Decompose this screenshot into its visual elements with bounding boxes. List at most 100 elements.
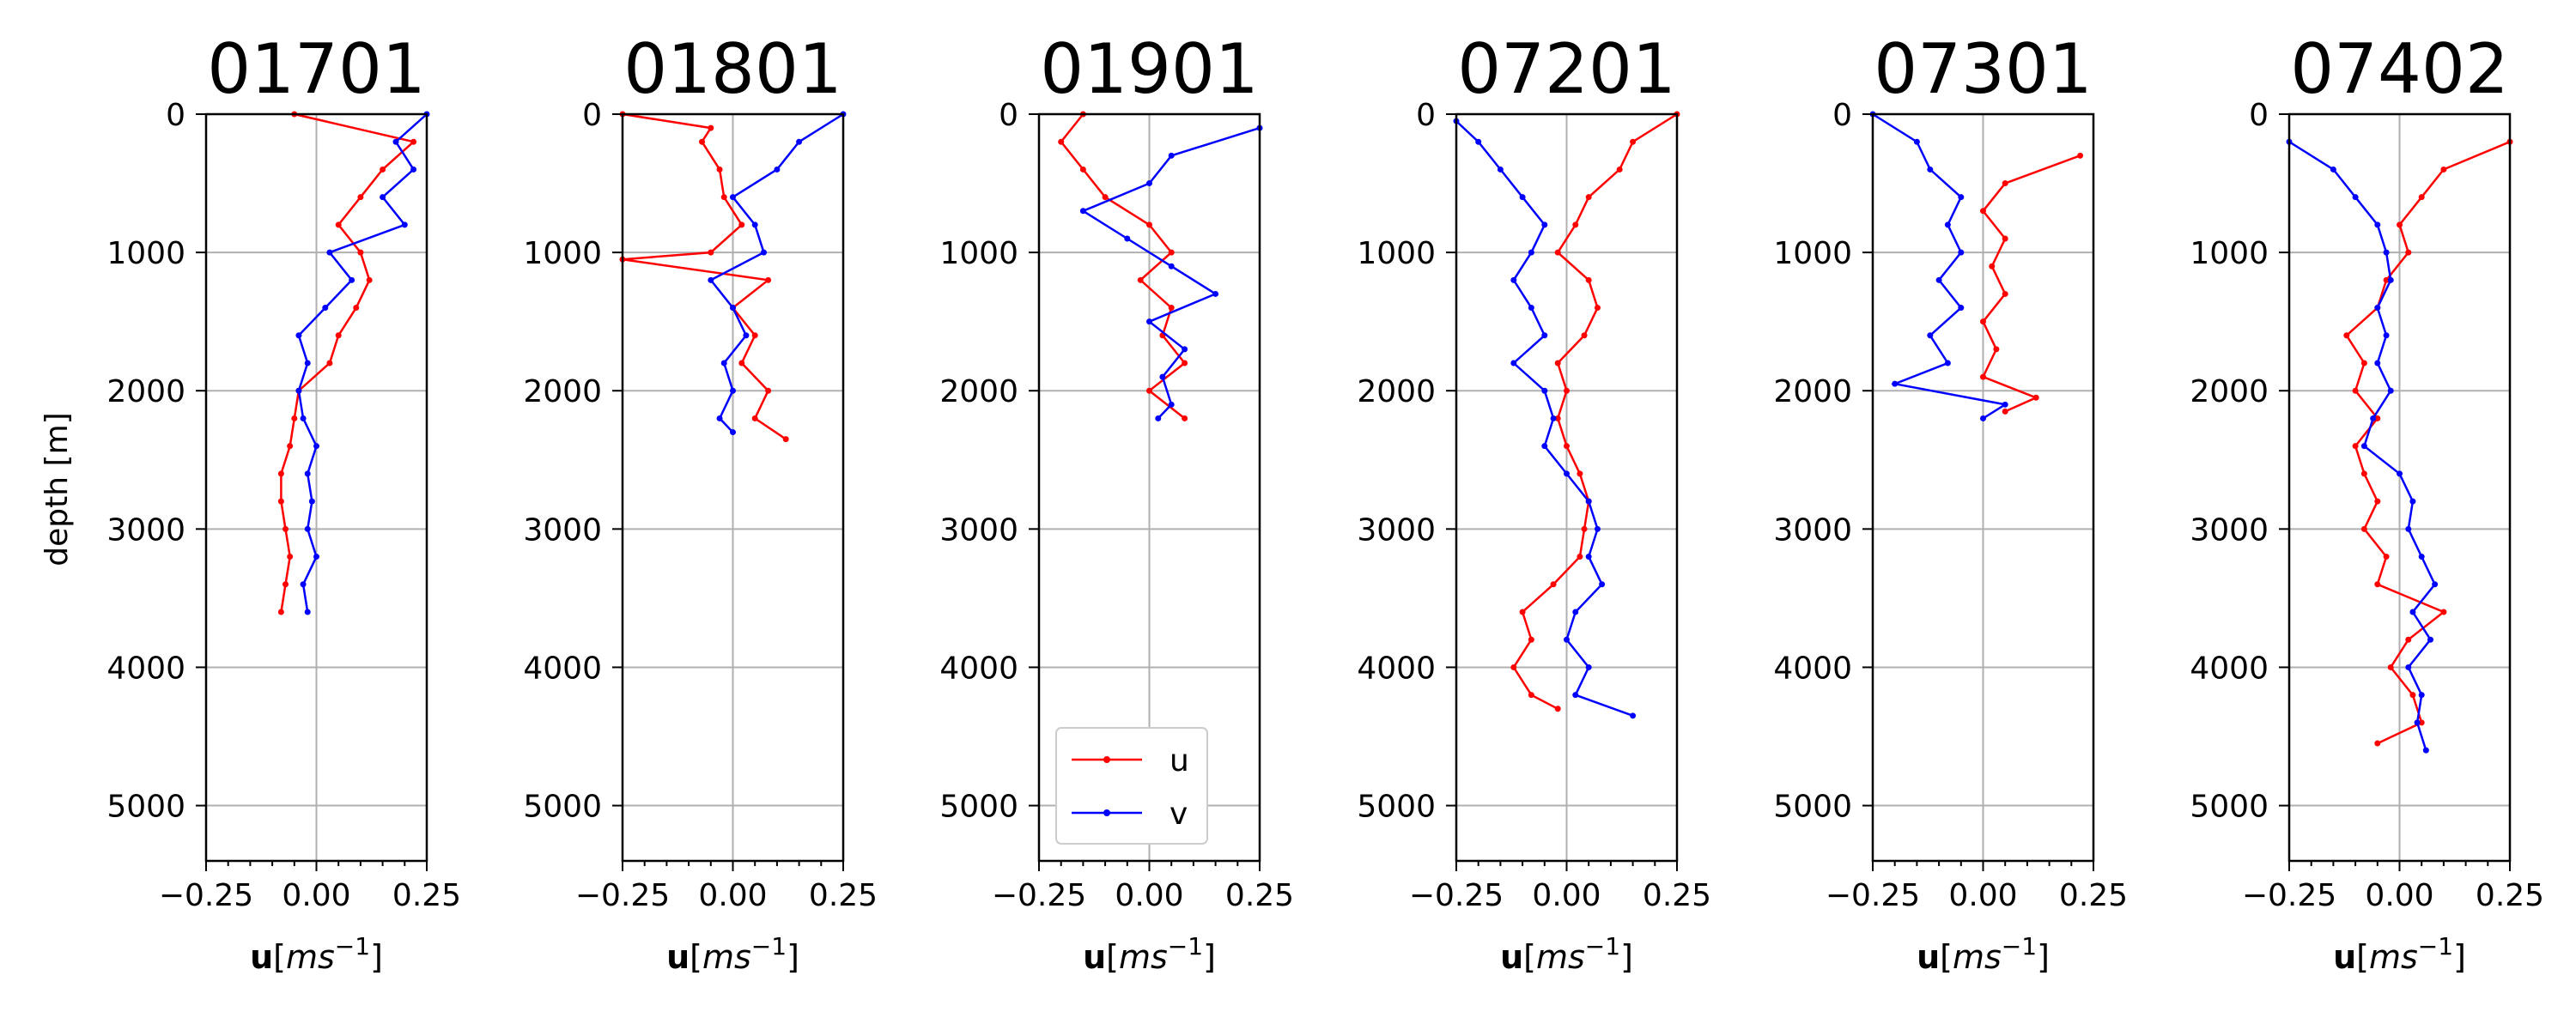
data-point-u [283,525,289,532]
series-line-u [1981,154,2081,413]
data-point-v [1958,249,1965,256]
data-point-v [2409,609,2416,615]
x-axis-label: u[ms−1] [1083,932,1216,976]
y-tick-label: 2000 [523,374,602,409]
y-tick-label: 2000 [106,374,185,409]
data-point-u [2360,525,2367,532]
panel-title: 01901 [1040,29,1259,109]
data-point-v [300,581,307,588]
data-point-v [326,249,333,256]
y-tick-label: 3000 [523,512,602,548]
data-point-u [1510,663,1517,670]
data-point-u [335,332,342,339]
data-point-u [2418,719,2425,726]
x-tick-label: −0.25 [992,878,1086,913]
data-point-u [708,249,714,256]
data-point-u [1528,692,1534,699]
data-point-v [1510,276,1517,283]
y-tick-label: 2000 [1357,374,1436,409]
data-point-u [1554,706,1561,712]
data-point-v [2330,166,2336,173]
data-point-u [2002,408,2008,415]
y-tick-label: 1000 [523,236,602,271]
data-point-v [392,138,399,145]
data-point-u [410,138,417,145]
data-point-u [720,194,727,201]
legend-marker-u [1103,756,1110,763]
data-point-v [1585,663,1592,670]
data-point-u [716,166,723,173]
data-point-v [308,498,315,505]
data-point-v [322,305,329,312]
data-point-v [1519,194,1526,201]
data-point-u [1519,609,1526,615]
y-tick-label: 0 [1416,98,1436,133]
data-point-v [1182,346,1188,353]
x-tick-label: 0.25 [392,878,461,913]
data-point-u [1630,138,1637,145]
data-point-u [277,609,284,615]
y-tick-label: 0 [1832,98,1852,133]
x-axis-label: u[ms−1] [250,932,383,976]
data-point-v [1572,609,1579,615]
x-tick-label: 0.00 [282,878,350,913]
series-line-u [2345,141,2511,745]
data-point-u [2383,554,2390,560]
data-point-v [1892,380,1899,387]
data-point-u [1554,249,1561,256]
data-point-v [295,387,302,394]
data-point-v [1146,180,1152,187]
data-point-u [699,138,706,145]
data-point-v [730,305,736,312]
data-point-v [2374,305,2381,312]
x-tick-label: 0.25 [2476,878,2544,913]
y-tick-label: 4000 [523,651,602,686]
data-point-u [1581,525,1588,532]
data-point-v [2418,554,2425,560]
y-tick-label: 5000 [106,790,185,825]
data-point-v [1475,138,1482,145]
data-point-u [2352,443,2359,450]
y-tick-label: 1000 [106,236,185,271]
data-point-u [1564,443,1570,450]
data-point-v [716,415,723,421]
legend-box [1055,727,1208,845]
data-point-v [1585,554,1592,560]
y-tick-label: 5000 [939,790,1018,825]
data-point-u [1572,221,1579,228]
data-point-u [287,443,294,450]
legend-label-v: v [1170,797,1188,832]
data-point-v [2409,498,2416,505]
data-point-u [1980,208,1986,215]
data-point-u [2360,470,2367,477]
data-point-u [751,415,758,421]
data-point-u [380,166,386,173]
panel-title: 07301 [1874,29,2093,109]
data-point-u [2002,180,2008,187]
data-point-u [1980,373,1986,380]
data-point-u [2440,609,2447,615]
data-point-u [353,305,360,312]
data-point-u [287,554,294,560]
data-point-u [1079,166,1086,173]
data-point-v [2405,663,2412,670]
data-point-v [1541,443,1548,450]
data-point-v [1159,373,1166,380]
legend-marker-v [1103,809,1110,816]
x-tick-label: 0.00 [1532,878,1601,913]
data-point-u [2374,415,2381,421]
data-point-u [1146,387,1152,394]
y-axis-label: depth [m] [39,412,75,566]
series-line-v [297,113,428,613]
y-tick-label: 3000 [1773,512,1852,548]
data-point-v [1497,166,1504,173]
data-point-u [1993,346,2000,353]
x-tick-label: −0.25 [575,878,670,913]
data-point-u [1058,138,1065,145]
x-tick-label: 0.00 [2365,878,2433,913]
data-point-v [2418,692,2425,699]
y-tick-label: 4000 [106,651,185,686]
data-point-u [1146,221,1152,228]
data-point-v [1541,387,1548,394]
data-point-v [2405,525,2412,532]
